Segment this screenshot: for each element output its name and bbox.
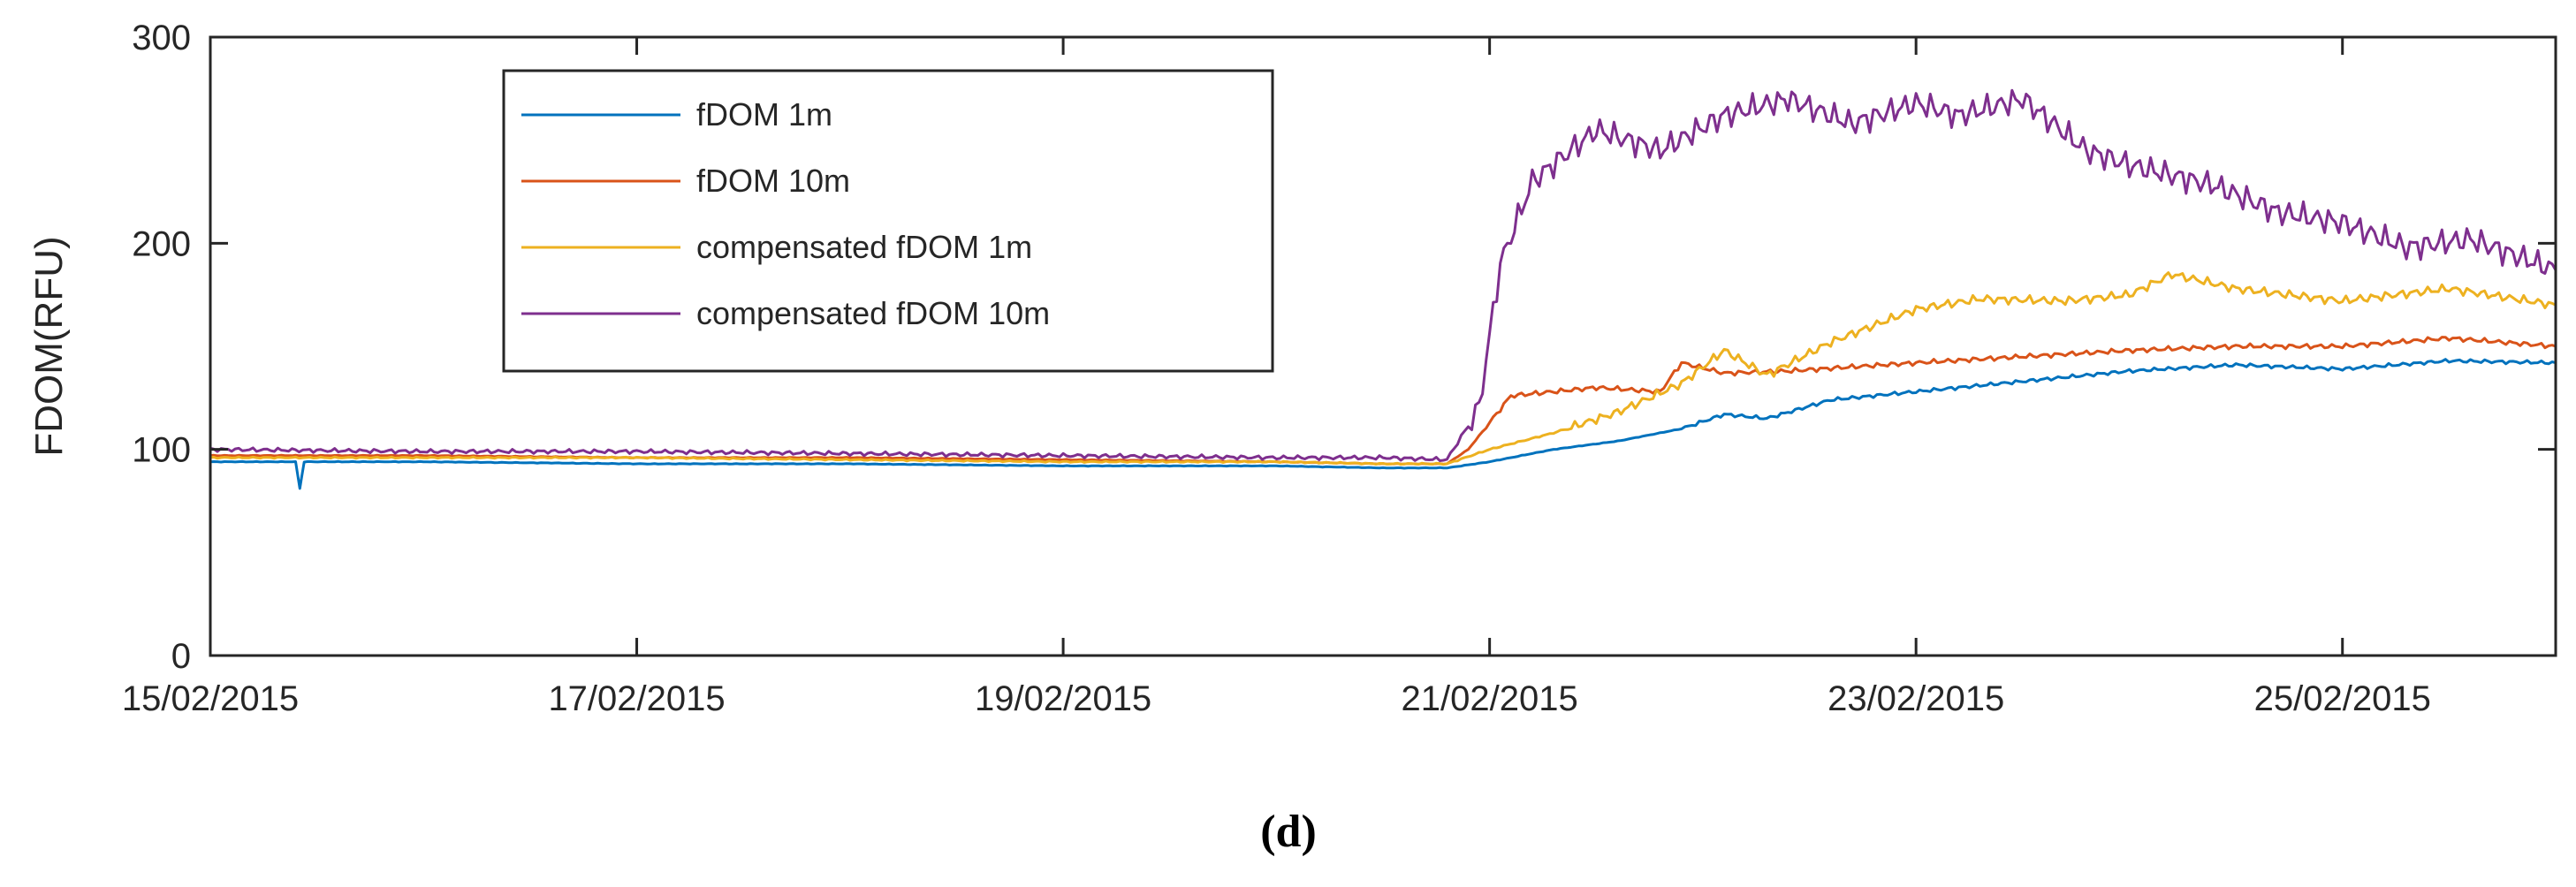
x-tick-label: 21/02/2015 — [1402, 679, 1578, 718]
legend: fDOM 1m fDOM 10m compensated fDOM 1m compen… — [502, 69, 1274, 373]
tick-layer: 15/02/2015 17/02/2015 19/02/2015 21/02/2015… — [122, 19, 2556, 718]
legend-label-4: compensated fDOM 10m — [696, 295, 1050, 331]
x-tick-label: 19/02/2015 — [975, 679, 1151, 718]
series-line-1 — [209, 358, 2557, 490]
y-tick-label: 300 — [132, 19, 191, 57]
panel-label: (d) — [1260, 807, 1317, 857]
series-line-4 — [209, 88, 2557, 462]
y-tick-label: 0 — [171, 637, 191, 676]
legend-label-3: compensated fDOM 1m — [696, 229, 1032, 265]
series-line-3 — [209, 271, 2557, 466]
legend-label-2: fDOM 10m — [696, 163, 850, 199]
plot-area: 15/02/2015 17/02/2015 19/02/2015 21/02/2015… — [122, 19, 2557, 718]
legend-box — [502, 69, 1274, 373]
x-tick-label: 15/02/2015 — [122, 679, 299, 718]
y-axis-label: FDOM(RFU) — [27, 236, 71, 456]
plot-frame — [209, 35, 2557, 657]
legend-label-1: fDOM 1m — [696, 96, 832, 133]
x-tick-label: 25/02/2015 — [2254, 679, 2431, 718]
legend-entries: fDOM 1m fDOM 10m compensated fDOM 1m compen… — [521, 96, 1050, 331]
x-tick-label: 23/02/2015 — [1828, 679, 2004, 718]
y-tick-label: 100 — [132, 431, 191, 470]
y-tick-label: 200 — [132, 224, 191, 263]
series-layer — [209, 88, 2557, 490]
x-tick-label: 17/02/2015 — [548, 679, 725, 718]
